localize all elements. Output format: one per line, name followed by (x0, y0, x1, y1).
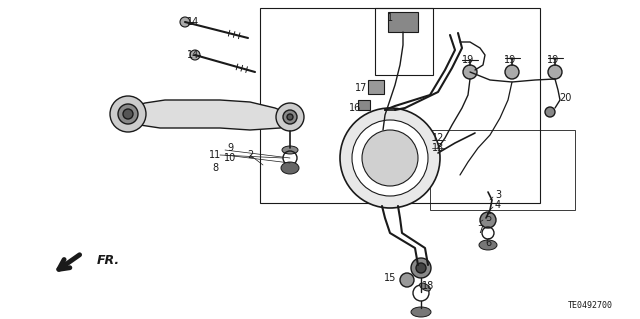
Polygon shape (124, 100, 295, 130)
Circle shape (505, 65, 519, 79)
Text: 19: 19 (462, 55, 474, 65)
Circle shape (123, 109, 133, 119)
Text: 2: 2 (247, 150, 253, 160)
Text: 14: 14 (187, 17, 199, 27)
Circle shape (352, 120, 428, 196)
Circle shape (411, 258, 431, 278)
Text: 18: 18 (422, 281, 434, 291)
Circle shape (545, 107, 555, 117)
Text: 7: 7 (477, 225, 483, 235)
Circle shape (400, 273, 414, 287)
Bar (375, 8, 433, 75)
Text: TE0492700: TE0492700 (568, 300, 612, 309)
Bar (260, 8, 540, 203)
Bar (388, 12, 418, 32)
Text: FR.: FR. (97, 254, 120, 266)
Text: 14: 14 (187, 50, 199, 60)
Circle shape (480, 212, 496, 228)
Text: 20: 20 (559, 93, 571, 103)
Bar (430, 130, 575, 210)
Text: 4: 4 (495, 200, 501, 210)
Ellipse shape (411, 307, 431, 317)
Circle shape (340, 108, 440, 208)
Circle shape (190, 50, 200, 60)
Circle shape (463, 65, 477, 79)
Text: 13: 13 (432, 143, 444, 153)
Circle shape (276, 103, 304, 131)
Text: 8: 8 (212, 163, 218, 173)
Text: 10: 10 (224, 153, 236, 163)
Text: 3: 3 (495, 190, 501, 200)
Ellipse shape (479, 240, 497, 250)
Ellipse shape (281, 162, 299, 174)
Text: 1: 1 (387, 13, 393, 23)
Circle shape (416, 263, 426, 273)
Text: 12: 12 (432, 133, 444, 143)
Circle shape (118, 104, 138, 124)
Circle shape (110, 96, 146, 132)
Text: 16: 16 (349, 103, 361, 113)
Circle shape (548, 65, 562, 79)
Text: 15: 15 (384, 273, 396, 283)
Text: 19: 19 (504, 55, 516, 65)
Circle shape (362, 130, 418, 186)
Text: 5: 5 (485, 213, 491, 223)
Ellipse shape (420, 283, 431, 291)
Text: 17: 17 (355, 83, 367, 93)
Text: 19: 19 (547, 55, 559, 65)
Circle shape (287, 114, 293, 120)
Bar (368, 80, 384, 94)
Circle shape (180, 17, 190, 27)
Text: 11: 11 (209, 150, 221, 160)
Ellipse shape (282, 146, 298, 154)
Bar (358, 100, 370, 110)
Text: 6: 6 (485, 238, 491, 248)
Text: 9: 9 (227, 143, 233, 153)
Circle shape (283, 110, 297, 124)
